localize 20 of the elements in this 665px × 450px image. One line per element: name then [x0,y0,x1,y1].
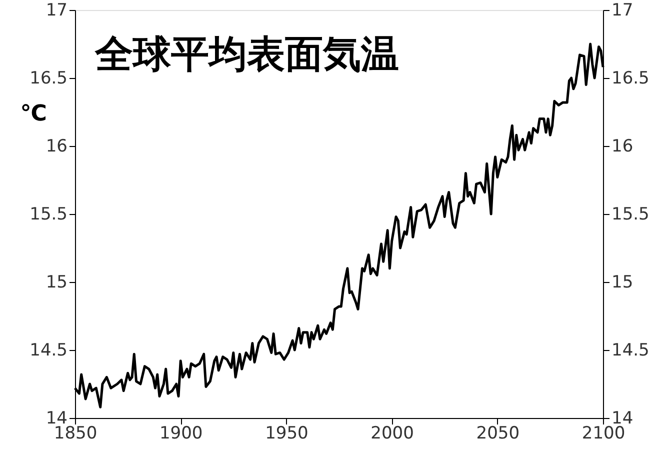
y2-tick-label: 15 [612,272,634,292]
x-tick-label: 2100 [582,424,626,444]
y-tick-label: 16 [46,136,68,156]
x-tick-label: 1850 [54,424,98,444]
y-tick-label: 16.5 [30,68,68,88]
x-tick-label: 1900 [159,424,203,444]
y2-tick-label: 17 [612,0,634,20]
y2-tick-label: 14.5 [612,340,650,360]
y-tick-label: 15.5 [30,204,68,224]
y-tick-label: 17 [46,0,68,20]
y-tick-label: 14.5 [30,340,68,360]
x-tick-label: 2000 [370,424,414,444]
y2-tick-label: 16.5 [612,68,650,88]
x-tick-label: 2050 [476,424,520,444]
y2-tick-label: 15.5 [612,204,650,224]
x-tick-label: 1950 [265,424,308,444]
y-tick-label: 15 [46,272,68,292]
y-axis-title: ℃ [20,102,47,126]
y2-tick-label: 16 [612,136,634,156]
text: 全球平均表面気温 [94,32,399,76]
